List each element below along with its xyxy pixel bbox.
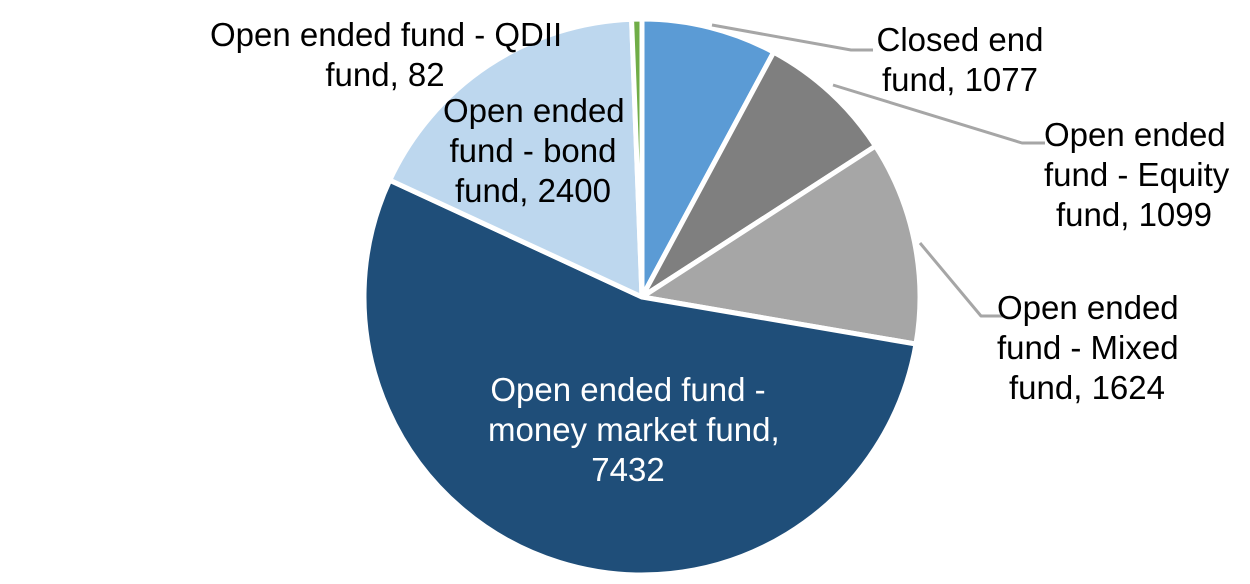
data-label-line: fund, 2400 [455,172,611,209]
data-label-equity-fund: Open ended fund - Equity fund, 1099 [1044,115,1230,235]
pie-slice-open-ended-fund-bond-fund [387,16,645,300]
data-label-line: Open ended [1044,116,1226,153]
data-label-line: fund - Equity [1044,156,1230,193]
pie-slice-open-ended-fund-equity-fund [639,49,878,300]
pie-slice-open-ended-fund-qdii-fund [629,16,645,300]
data-label-line: Open ended fund - QDII [210,16,563,53]
data-label-qdii-fund: Open ended fund - QDII fund, 82 [210,15,563,95]
data-label-money-market-fund: Open ended fund - money market fund, 743… [488,370,780,490]
data-label-line: Closed end [876,21,1044,58]
data-label-line: Open ended [443,92,625,129]
data-label-line: fund, 1077 [882,61,1038,98]
data-label-line: Open ended [997,289,1179,326]
pie-slice-closed-end-fund [639,16,777,300]
data-label-closed-end-fund: Closed end fund, 1077 [875,20,1045,100]
leader-line-mixed-fund [918,242,1003,318]
data-label-line: money market fund, [488,411,780,448]
data-label-line: fund - Mixed [997,329,1179,366]
data-label-bond-fund: Open ended fund - bond fund, 2400 [443,91,625,211]
pie-slice-open-ended-fund-money-market-fund [361,177,919,578]
data-label-line: fund, 82 [325,56,445,93]
data-label-line: 7432 [591,451,665,488]
data-label-line: fund, 1099 [1056,196,1212,233]
data-label-mixed-fund: Open ended fund - Mixed fund, 1624 [997,288,1179,408]
leader-lines [711,23,1045,318]
pie-slices [361,16,923,578]
leader-line-equity-fund [832,83,1045,145]
data-label-line: fund - bond [449,132,617,169]
pie-slice-open-ended-fund-mixed-fund [639,143,923,347]
data-label-line: fund, 1624 [1009,369,1165,406]
leader-line-closed-end-fund [711,23,873,52]
data-label-line: Open ended fund - [490,371,766,408]
